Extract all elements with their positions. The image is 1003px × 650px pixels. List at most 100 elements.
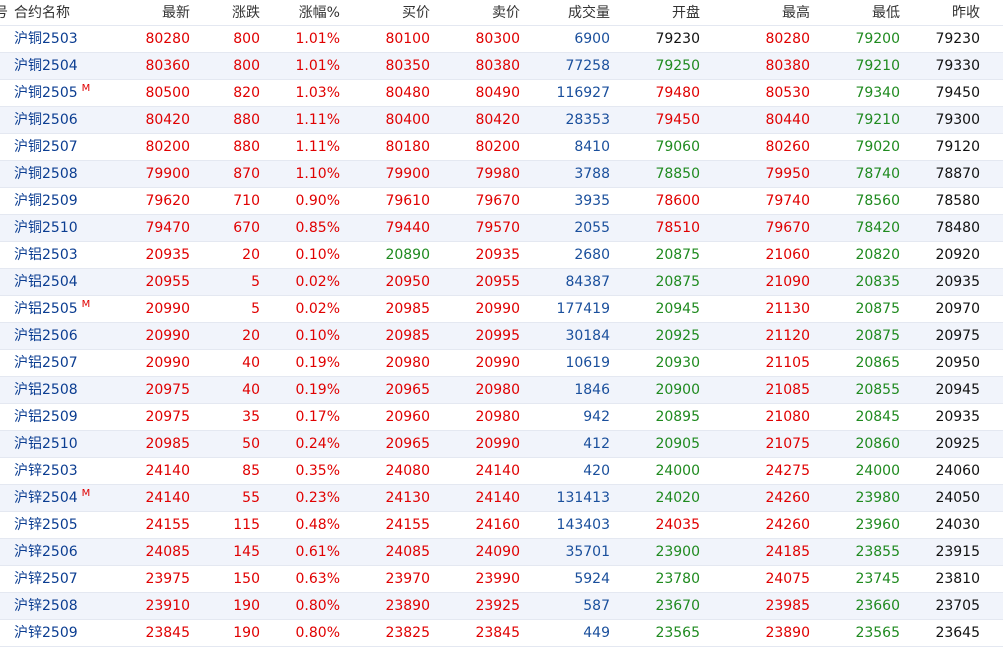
cell-ask: 20980	[475, 409, 520, 425]
cell-low: 78560	[855, 193, 900, 209]
cell-ask: 24090	[475, 544, 520, 560]
table-row[interactable]: 沪铝2505 M 20990 5 0.02% 20985 20990 177419 20945 2…	[0, 296, 1003, 323]
cell-low: 79020	[855, 139, 900, 155]
cell-latest: 20990	[145, 301, 190, 317]
cell-contract-name: 沪锌2505	[14, 512, 124, 539]
cell-low: 20835	[855, 274, 900, 290]
cell-contract-name: 沪铜2503	[14, 26, 124, 53]
cell-bid: 23890	[385, 598, 430, 614]
cell-change: 115	[233, 517, 260, 533]
table-row[interactable]: 沪锌2509 23845 190 0.80% 23825 23845 449 23565 238…	[0, 620, 1003, 647]
cell-change: 800	[233, 31, 260, 47]
table-body: 沪铜2503 80280 800 1.01% 80100 80300 6900 79230 80…	[0, 26, 1003, 647]
cell-high: 79670	[765, 220, 810, 236]
table-row[interactable]: 沪铝2510 20985 50 0.24% 20965 20990 412 20905 2107…	[0, 431, 1003, 458]
cell-latest: 23975	[145, 571, 190, 587]
header-bid[interactable]: 买价	[402, 5, 430, 21]
cell-bid: 79610	[385, 193, 430, 209]
cell-volume: 77258	[565, 58, 610, 74]
table-row[interactable]: 沪铜2506 80420 880 1.11% 80400 80420 28353 79450 8…	[0, 107, 1003, 134]
cell-bid: 20985	[385, 301, 430, 317]
header-open[interactable]: 开盘	[672, 5, 700, 21]
header-index[interactable]: 号	[0, 5, 8, 21]
table-row[interactable]: 沪锌2508 23910 190 0.80% 23890 23925 587 23670 239…	[0, 593, 1003, 620]
table-row[interactable]: 沪锌2507 23975 150 0.63% 23970 23990 5924 23780 24…	[0, 566, 1003, 593]
cell-change-pct: 0.80%	[295, 625, 340, 641]
table-row[interactable]: 沪锌2503 24140 85 0.35% 24080 24140 420 24000 2427…	[0, 458, 1003, 485]
cell-prev-close: 20945	[935, 382, 980, 398]
main-contract-badge: M	[81, 299, 91, 310]
cell-change: 880	[233, 112, 260, 128]
cell-volume: 8410	[574, 139, 610, 155]
cell-change: 870	[233, 166, 260, 182]
cell-open: 20945	[655, 301, 700, 317]
header-volume[interactable]: 成交量	[568, 5, 610, 21]
cell-low: 79210	[855, 58, 900, 74]
header-prev-close[interactable]: 昨收	[952, 5, 980, 21]
table-row[interactable]: 沪锌2506 24085 145 0.61% 24085 24090 35701 23900 2…	[0, 539, 1003, 566]
cell-change-pct: 0.10%	[295, 247, 340, 263]
table-row[interactable]: 沪锌2505 24155 115 0.48% 24155 24160 143403 24035…	[0, 512, 1003, 539]
cell-change: 190	[233, 598, 260, 614]
cell-open: 79230	[655, 31, 700, 47]
cell-change: 50	[242, 436, 260, 452]
table-row[interactable]: 沪铝2503 20935 20 0.10% 20890 20935 2680 20875 210…	[0, 242, 1003, 269]
cell-change: 40	[242, 355, 260, 371]
table-row[interactable]: 沪铝2504 20955 5 0.02% 20950 20955 84387 20875 210…	[0, 269, 1003, 296]
table-row[interactable]: 沪铜2505 M 80500 820 1.03% 80480 80490 116927 7948…	[0, 80, 1003, 107]
table-row[interactable]: 沪铜2504 80360 800 1.01% 80350 80380 77258 79250 8…	[0, 53, 1003, 80]
cell-change: 150	[233, 571, 260, 587]
cell-contract-name: 沪铝2503	[14, 242, 124, 269]
cell-volume: 6900	[574, 31, 610, 47]
table-row[interactable]: 沪铜2509 79620 710 0.90% 79610 79670 3935 78600 79…	[0, 188, 1003, 215]
cell-change-pct: 1.01%	[295, 58, 340, 74]
cell-high: 21090	[765, 274, 810, 290]
table-row[interactable]: 沪铜2507 80200 880 1.11% 80180 80200 8410 79060 80…	[0, 134, 1003, 161]
cell-low: 78740	[855, 166, 900, 182]
cell-change-pct: 0.23%	[295, 490, 340, 506]
cell-prev-close: 79450	[935, 85, 980, 101]
cell-low: 20865	[855, 355, 900, 371]
cell-ask: 80300	[475, 31, 520, 47]
cell-bid: 79900	[385, 166, 430, 182]
cell-change: 670	[233, 220, 260, 236]
cell-contract-name: 沪铜2508	[14, 161, 124, 188]
header-contract-name[interactable]: 合约名称	[14, 5, 70, 21]
cell-change-pct: 0.63%	[295, 571, 340, 587]
table-row[interactable]: 沪铜2508 79900 870 1.10% 79900 79980 3788 78850 79…	[0, 161, 1003, 188]
cell-contract-name: 沪铝2508	[14, 377, 124, 404]
table-row[interactable]: 沪铜2503 80280 800 1.01% 80100 80300 6900 79230 80…	[0, 26, 1003, 53]
header-ask[interactable]: 卖价	[492, 5, 520, 21]
table-row[interactable]: 沪铝2508 20975 40 0.19% 20965 20980 1846 20900 210…	[0, 377, 1003, 404]
cell-bid: 20960	[385, 409, 430, 425]
header-change[interactable]: 涨跌	[232, 5, 260, 21]
contract-name-text: 沪铝2507	[14, 355, 78, 371]
cell-bid: 20965	[385, 382, 430, 398]
table-row[interactable]: 沪锌2504 M 24140 55 0.23% 24130 24140 131413 24020…	[0, 485, 1003, 512]
cell-bid: 80100	[385, 31, 430, 47]
cell-latest: 24155	[145, 517, 190, 533]
header-low[interactable]: 最低	[872, 5, 900, 21]
main-contract-badge: M	[81, 83, 91, 94]
table-row[interactable]: 沪铜2510 79470 670 0.85% 79440 79570 2055 78510 79…	[0, 215, 1003, 242]
cell-contract-name: 沪铝2504	[14, 269, 124, 296]
cell-volume: 1846	[574, 382, 610, 398]
cell-low: 20875	[855, 301, 900, 317]
cell-volume: 28353	[565, 112, 610, 128]
cell-latest: 79900	[145, 166, 190, 182]
header-latest[interactable]: 最新	[162, 5, 190, 21]
contract-name-text: 沪铝2504	[14, 274, 78, 290]
header-change-pct[interactable]: 涨幅%	[298, 5, 340, 21]
table-row[interactable]: 沪铝2506 20990 20 0.10% 20985 20995 30184 20925 21…	[0, 323, 1003, 350]
cell-bid: 24085	[385, 544, 430, 560]
cell-change-pct: 1.11%	[295, 112, 340, 128]
cell-low: 20875	[855, 328, 900, 344]
table-row[interactable]: 沪铝2509 20975 35 0.17% 20960 20980 942 20895 2108…	[0, 404, 1003, 431]
cell-ask: 79980	[475, 166, 520, 182]
cell-latest: 79620	[145, 193, 190, 209]
table-row[interactable]: 沪铝2507 20990 40 0.19% 20980 20990 10619 20930 21…	[0, 350, 1003, 377]
header-high[interactable]: 最高	[782, 5, 810, 21]
cell-volume: 177419	[556, 301, 610, 317]
cell-prev-close: 23810	[935, 571, 980, 587]
